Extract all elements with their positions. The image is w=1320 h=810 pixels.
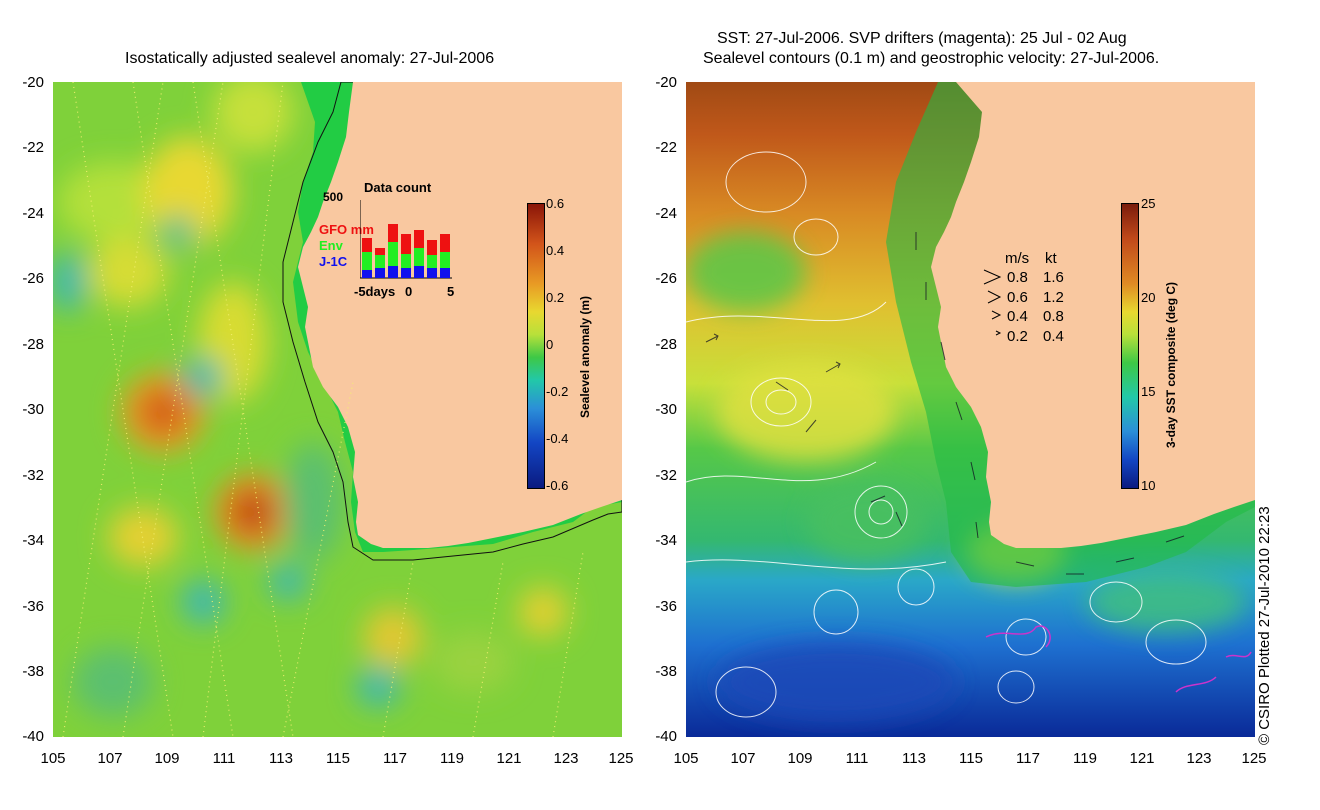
right-x-tick: 115 (959, 750, 983, 767)
inset-legend-env: Env (319, 238, 343, 253)
sealevel-contours (686, 151, 1207, 718)
left-y-tick: -26 (22, 270, 44, 287)
geostrophic-velocity-arrows (705, 232, 1185, 575)
legend-arrow-icon (995, 330, 1002, 336)
left-x-tick: 109 (154, 750, 180, 767)
right-y-tick: -38 (655, 663, 677, 680)
sealevel-cb-tick: 0.4 (546, 243, 565, 258)
left-x-tick: 125 (608, 750, 634, 767)
legend-row-kt: 1.6 (1043, 269, 1064, 286)
right-x-tick: 107 (730, 750, 756, 767)
left-x-tick: 119 (440, 750, 464, 767)
right-x-tick: 125 (1241, 750, 1267, 767)
left-x-tick: 111 (212, 750, 236, 767)
right-y-tick: -40 (655, 728, 677, 745)
bar-stack (375, 248, 385, 278)
right-y-tick: -26 (655, 270, 677, 287)
sealevel-cb-tick: -0.2 (546, 384, 569, 399)
inset-xtick: 5 (447, 284, 455, 299)
sealevel-cb-tick: -0.6 (546, 478, 569, 493)
right-x-tick: 113 (902, 750, 926, 767)
sst-cb-tick: 20 (1141, 290, 1156, 305)
sealevel-cb-tick: 0.2 (546, 290, 565, 305)
right-x-tick: 111 (845, 750, 869, 767)
legend-row-ms: 0.4 (1007, 308, 1028, 325)
right-x-tick: 109 (787, 750, 813, 767)
legend-header-kt: kt (1045, 250, 1057, 267)
legend-arrow-icon (991, 310, 1002, 320)
left-x-tick: 121 (496, 750, 522, 767)
sealevel-colorbar-label: Sealevel anomaly (m) (578, 295, 592, 418)
right-panel-title-line2: Sealevel contours (0.1 m) and geostrophi… (703, 50, 1160, 67)
right-y-tick: -20 (655, 74, 677, 91)
left-y-tick: -24 (22, 205, 44, 222)
legend-arrow-icon (983, 269, 1002, 285)
left-panel-title: Isostatically adjusted sealevel anomaly:… (125, 50, 495, 67)
bar-stack (388, 224, 398, 278)
legend-row-kt: 0.8 (1043, 308, 1064, 325)
right-x-tick: 117 (1016, 750, 1040, 767)
left-y-tick: -40 (22, 728, 44, 745)
legend-row-ms: 0.6 (1007, 289, 1028, 306)
left-x-tick: 117 (383, 750, 407, 767)
left-x-tick: 113 (269, 750, 293, 767)
bar-stack (440, 234, 450, 278)
right-panel-title-line1: SST: 27-Jul-2006. SVP drifters (magenta)… (717, 30, 1127, 47)
left-y-tick: -34 (22, 532, 44, 549)
sst-colorbar-label: 3-day SST composite (deg C) (1164, 281, 1178, 448)
sst-colorbar (1121, 203, 1139, 489)
legend-row-kt: 0.4 (1043, 328, 1064, 345)
sealevel-colorbar (527, 203, 545, 489)
legend-row-kt: 1.2 (1043, 289, 1064, 306)
sst-map (686, 82, 1255, 737)
right-y-tick: -30 (655, 401, 677, 418)
sealevel-cb-tick: 0.6 (546, 196, 565, 211)
inset-xtick: 0 (405, 284, 413, 299)
data-count-bars (360, 200, 452, 279)
right-y-tick: -22 (655, 139, 677, 156)
credit-text: © CSIRO Plotted 27-Jul-2010 22:23 (1256, 506, 1273, 745)
left-y-tick: -22 (22, 139, 44, 156)
right-x-tick: 121 (1129, 750, 1155, 767)
right-x-tick: 123 (1186, 750, 1212, 767)
left-x-tick: 107 (97, 750, 123, 767)
legend-arrow-icon (987, 290, 1002, 304)
left-y-tick: -32 (22, 467, 44, 484)
sst-cb-tick: 15 (1141, 384, 1156, 399)
inset-title: Data count (364, 180, 432, 195)
legend-row-ms: 0.8 (1007, 269, 1028, 286)
sst-cb-tick: 10 (1141, 478, 1156, 493)
left-y-tick: -38 (22, 663, 44, 680)
inset-legend-j1c: J-1C (319, 254, 348, 269)
right-y-tick: -28 (655, 336, 677, 353)
drifter-tracks (985, 625, 1252, 693)
right-y-tick: -36 (655, 598, 677, 615)
right-x-tick: 119 (1073, 750, 1097, 767)
inset-ymax: 500 (323, 190, 344, 204)
left-y-tick: -36 (22, 598, 44, 615)
bar-stack (414, 230, 424, 278)
bar-stack (427, 240, 437, 278)
right-x-tick: 105 (673, 750, 699, 767)
left-y-tick: -30 (22, 401, 44, 418)
right-y-tick: -32 (655, 467, 677, 484)
sealevel-cb-tick: 0 (546, 337, 554, 352)
right-y-tick: -34 (655, 532, 677, 549)
left-x-tick: 123 (553, 750, 579, 767)
bar-stack (362, 238, 372, 278)
left-y-tick: -28 (22, 336, 44, 353)
altimeter-tracks (62, 82, 584, 737)
right-y-tick: -24 (655, 205, 677, 222)
left-y-tick: -20 (22, 74, 44, 91)
sst-cb-tick: 25 (1141, 196, 1156, 211)
left-x-tick: 115 (326, 750, 350, 767)
bar-stack (401, 234, 411, 278)
legend-row-ms: 0.2 (1007, 328, 1028, 345)
legend-header-ms: m/s (1005, 250, 1030, 267)
sst-field (686, 82, 1255, 737)
legend-arrow-glyphs (983, 269, 1002, 336)
left-x-tick: 105 (40, 750, 66, 767)
inset-xtick: -5days (354, 284, 396, 299)
sealevel-cb-tick: -0.4 (546, 431, 569, 446)
